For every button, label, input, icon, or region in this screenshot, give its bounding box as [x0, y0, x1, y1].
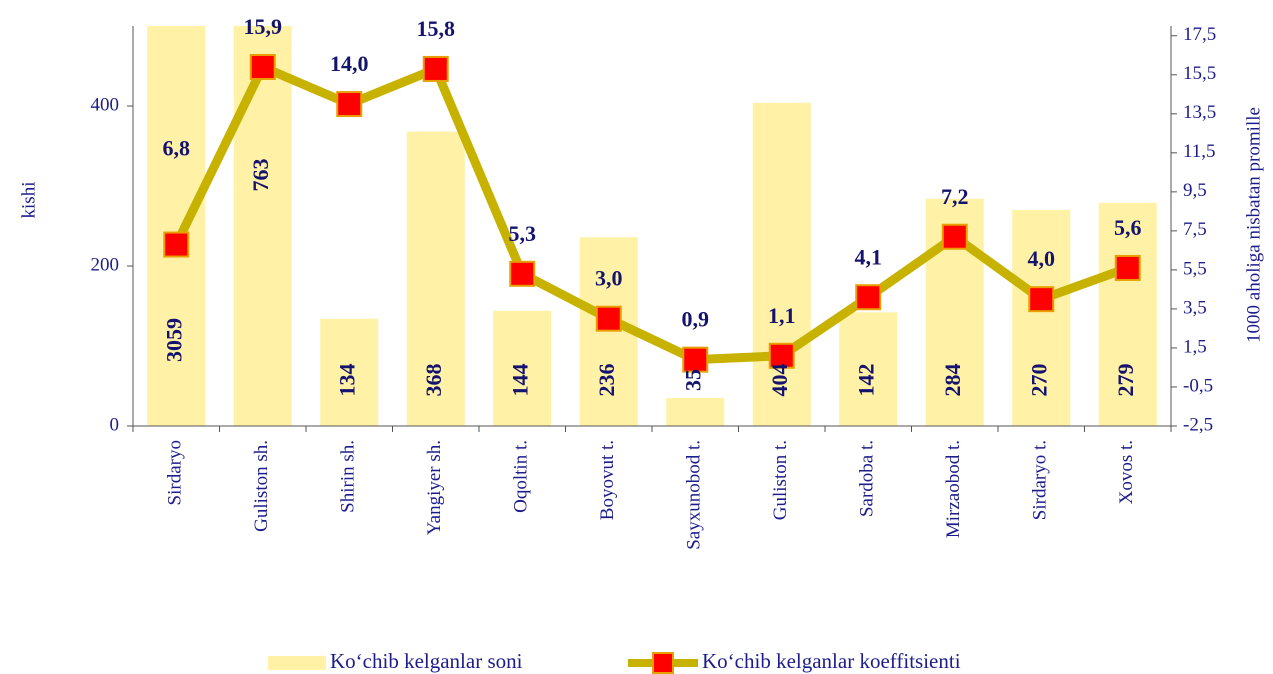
data-label: 5,6	[1114, 215, 1142, 240]
marker	[422, 55, 449, 82]
x-tick-label: Sardoba t.	[857, 440, 878, 517]
marker	[682, 346, 709, 373]
marker	[1114, 254, 1141, 281]
bar	[493, 310, 552, 426]
y2-tick-label: 17,5	[1183, 24, 1216, 45]
bar	[1098, 202, 1157, 426]
legend-label: Ko‘chib kelganlar soni	[330, 649, 523, 673]
bar	[839, 312, 898, 426]
marker	[941, 223, 968, 250]
marker	[336, 91, 363, 118]
data-label: 4,1	[855, 244, 883, 269]
bar-label: 279	[1113, 364, 1138, 397]
data-label: 0,9	[682, 307, 710, 332]
bar-label: 134	[334, 364, 359, 397]
y2-tick-label: 7,5	[1183, 219, 1207, 240]
data-label: 15,9	[244, 14, 283, 39]
y2-axis-label: 1000 aholiga nisbatan promille	[1243, 107, 1264, 343]
bar	[147, 26, 206, 426]
marker	[163, 231, 190, 258]
data-label: 7,2	[941, 184, 969, 209]
bar-label: 404	[767, 364, 792, 397]
bar-label: 284	[940, 364, 965, 397]
y-tick-label: 0	[110, 414, 120, 435]
legend-label: Ko‘chib kelganlar koeffitsienti	[702, 649, 961, 673]
bar-label: 35	[680, 369, 705, 391]
y-tick-label: 200	[91, 254, 120, 275]
bar	[752, 102, 811, 426]
bar-label: 236	[594, 364, 619, 397]
bar	[1012, 210, 1071, 426]
x-tick-label: Guliston sh.	[251, 440, 272, 532]
data-label: 4,0	[1028, 246, 1056, 271]
legend-marker	[652, 652, 674, 674]
x-tick-label: Sayxunobod t.	[684, 440, 705, 550]
y2-tick-label: 11,5	[1183, 141, 1216, 162]
bar-group	[147, 26, 1157, 426]
bar-label: 763	[248, 159, 273, 192]
x-tick-label: Sirdaryo	[165, 440, 186, 505]
x-tick-label: Sirdaryo t.	[1030, 440, 1051, 520]
y2-tick-label: 9,5	[1183, 180, 1207, 201]
bar	[320, 318, 379, 426]
marker	[768, 342, 795, 369]
marker	[1028, 286, 1055, 313]
bar	[666, 398, 725, 426]
x-tick-label: Yangiyer sh.	[424, 440, 445, 535]
bar-label: 144	[507, 364, 532, 397]
marker	[509, 260, 536, 287]
data-label: 5,3	[509, 221, 537, 246]
x-tick-label: Guliston t.	[770, 440, 791, 520]
y2-tick-label: -2,5	[1183, 414, 1213, 435]
data-label: 6,8	[163, 136, 191, 161]
marker	[249, 53, 276, 80]
line	[172, 62, 1130, 365]
y2-tick-label: 13,5	[1183, 102, 1216, 123]
bar	[406, 131, 465, 426]
y2-tick-label: 3,5	[1183, 297, 1207, 318]
data-label: 14,0	[330, 51, 369, 76]
y2-tick-label: 5,5	[1183, 258, 1207, 279]
y2-tick-label: -0,5	[1183, 375, 1213, 396]
bar-label: 270	[1026, 364, 1051, 397]
x-tick-label: Xovos t.	[1116, 440, 1137, 504]
bar-label: 368	[421, 364, 446, 397]
data-label: 3,0	[595, 266, 623, 291]
x-tick-label: Oqoltin t.	[511, 440, 532, 513]
x-tick-label: Mirzaobod t.	[943, 440, 964, 538]
bar-label: 142	[853, 364, 878, 397]
bar-label: 3059	[161, 318, 186, 362]
y2-tick-label: 1,5	[1183, 336, 1207, 357]
x-tick-label: Boyovut t.	[597, 440, 618, 520]
bar	[233, 26, 292, 426]
marker	[595, 305, 622, 332]
y-tick-label: 400	[91, 94, 120, 115]
x-tick-label: Shirin sh.	[338, 440, 359, 513]
data-label: 15,8	[417, 16, 456, 41]
y2-tick-label: 15,5	[1183, 63, 1216, 84]
marker	[855, 284, 882, 311]
data-label: 1,1	[768, 303, 796, 328]
legend-swatch	[268, 656, 326, 670]
y-axis-label: kishi	[18, 182, 39, 219]
